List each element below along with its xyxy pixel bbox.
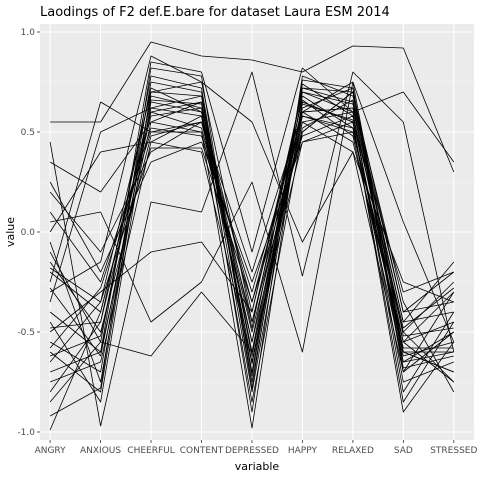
series-line <box>49 95 454 357</box>
x-tick-label: CHEERFUL <box>127 446 174 456</box>
x-tick-label: SAD <box>394 446 413 456</box>
series-line <box>49 99 454 349</box>
x-tick-label: DEPRESSED <box>225 446 279 456</box>
x-tick-label: ANGRY <box>35 446 67 456</box>
y-tick-label: 0.0 <box>21 228 36 238</box>
series-line <box>50 87 454 337</box>
series-line <box>49 115 455 329</box>
x-axis-title: variable <box>235 460 280 473</box>
chart-title: Laodings of F2 def.E.bare for dataset La… <box>40 5 390 20</box>
y-tick-label: -0.5 <box>17 328 35 338</box>
series-line <box>50 41 455 173</box>
series-line <box>49 99 454 365</box>
series-line <box>49 55 454 303</box>
x-tick-label: RELAXED <box>332 446 374 456</box>
y-tick-label: 1.0 <box>21 28 36 38</box>
y-tick-label: -1.0 <box>17 428 35 438</box>
series-line <box>49 95 454 383</box>
y-axis-title: value <box>4 217 17 247</box>
series-line <box>49 75 455 403</box>
y-tick-label: 0.5 <box>21 128 35 138</box>
series-line <box>49 101 455 429</box>
x-tick-label: CONTENT <box>180 446 224 456</box>
series-line <box>49 71 455 427</box>
series-line <box>49 83 455 373</box>
x-tick-label: HAPPY <box>288 446 318 456</box>
y-axis: -1.0 -0.5 0.0 0.5 1.0 <box>17 28 40 438</box>
x-tick-label: STRESSED <box>430 446 477 456</box>
series-line <box>49 111 454 383</box>
series-lines <box>49 41 455 431</box>
series-line <box>50 81 455 353</box>
x-axis: ANGRY ANXIOUS CHEERFUL CONTENT DEPRESSED HAPP… <box>35 440 477 456</box>
x-tick-label: ANXIOUS <box>80 446 121 456</box>
